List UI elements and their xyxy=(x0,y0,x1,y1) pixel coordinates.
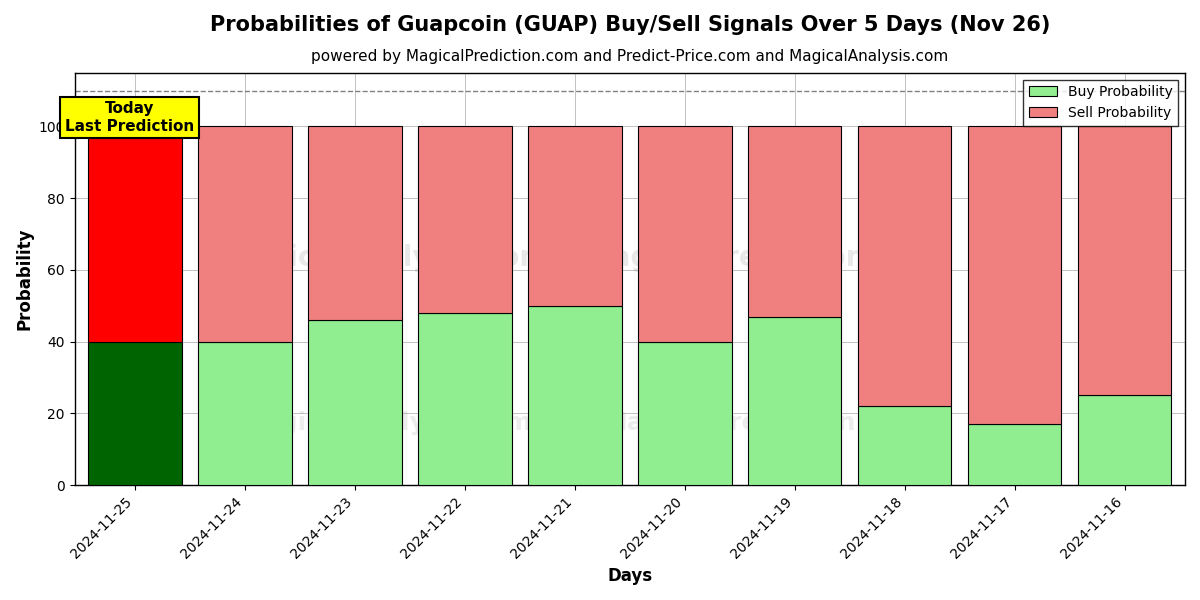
Title: Probabilities of Guapcoin (GUAP) Buy/Sell Signals Over 5 Days (Nov 26): Probabilities of Guapcoin (GUAP) Buy/Sel… xyxy=(210,15,1050,35)
Bar xyxy=(89,127,182,341)
Bar xyxy=(858,127,952,406)
Bar xyxy=(638,341,732,485)
Text: powered by MagicalPrediction.com and Predict-Price.com and MagicalAnalysis.com: powered by MagicalPrediction.com and Pre… xyxy=(311,49,948,64)
Text: MagicalAnalysis.com: MagicalAnalysis.com xyxy=(239,411,533,435)
Bar xyxy=(1078,395,1171,485)
Bar xyxy=(198,341,292,485)
Y-axis label: Probability: Probability xyxy=(16,227,34,330)
Bar xyxy=(528,306,622,485)
Text: MagicalPrediction.com: MagicalPrediction.com xyxy=(584,244,941,272)
Legend: Buy Probability, Sell Probability: Buy Probability, Sell Probability xyxy=(1024,80,1178,125)
Bar xyxy=(308,127,402,320)
Bar xyxy=(968,127,1061,424)
Bar xyxy=(528,127,622,306)
Bar xyxy=(1078,127,1171,395)
Text: Today
Last Prediction: Today Last Prediction xyxy=(65,101,194,134)
Bar xyxy=(748,127,841,317)
Bar xyxy=(308,320,402,485)
X-axis label: Days: Days xyxy=(607,567,653,585)
Bar xyxy=(419,127,511,313)
Bar xyxy=(638,127,732,341)
Bar xyxy=(419,313,511,485)
Text: MagicalPrediction.com: MagicalPrediction.com xyxy=(602,411,924,435)
Bar xyxy=(89,341,182,485)
Bar xyxy=(198,127,292,341)
Text: MagicalAnalysis.com: MagicalAnalysis.com xyxy=(222,244,548,272)
Bar xyxy=(858,406,952,485)
Bar xyxy=(968,424,1061,485)
Bar xyxy=(748,317,841,485)
